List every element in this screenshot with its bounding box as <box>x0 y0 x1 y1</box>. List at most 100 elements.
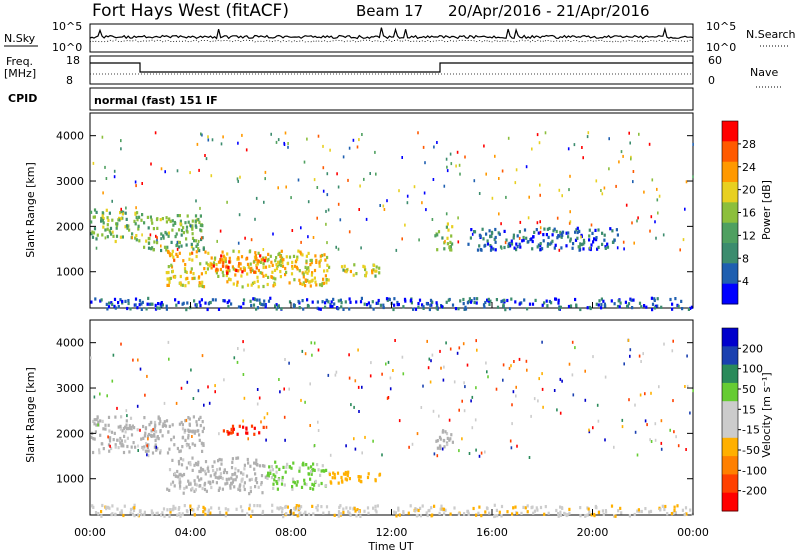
scatter-cell <box>633 512 636 517</box>
scatter-cell <box>187 429 190 433</box>
scatter-cell <box>153 420 157 425</box>
scatter-cell <box>409 504 412 508</box>
scatter-cell <box>594 228 597 232</box>
scatter-cell <box>344 269 347 273</box>
scatter-cell <box>259 464 262 468</box>
scatter-cell <box>518 302 521 306</box>
scatter-cell <box>211 480 215 484</box>
scatter-cell <box>515 248 518 252</box>
scatter-cell <box>190 488 193 492</box>
scatter-cell <box>438 511 441 515</box>
scatter-cell <box>225 481 229 485</box>
scatter-cell <box>236 283 239 287</box>
scatter-cell <box>134 236 137 240</box>
sparse-echo <box>478 454 481 458</box>
scatter-cell <box>108 301 111 305</box>
scatter-cell <box>120 439 123 443</box>
scatter-cell <box>172 435 175 439</box>
sparse-echo <box>345 444 347 448</box>
sparse-echo <box>361 451 363 455</box>
scatter-cell <box>187 281 190 285</box>
sparse-echo <box>167 340 170 344</box>
scatter-cell <box>340 479 344 483</box>
scatter-cell <box>203 483 206 487</box>
sparse-echo <box>662 233 665 237</box>
sparse-echo <box>216 239 218 243</box>
scatter-cell <box>342 510 345 514</box>
scatter-cell <box>188 446 191 450</box>
scatter-cell <box>302 272 305 276</box>
x-tick-label: 08:00 <box>275 526 307 539</box>
scatter-cell <box>125 426 128 431</box>
sparse-echo <box>339 218 342 222</box>
scatter-cell <box>201 224 204 228</box>
sparse-echo <box>360 246 362 250</box>
sparse-echo <box>636 219 638 223</box>
scatter-cell <box>227 431 230 435</box>
sparse-echo <box>125 409 128 413</box>
sparse-echo <box>300 240 302 244</box>
scatter-cell <box>628 514 631 518</box>
scatter-cell <box>462 302 465 306</box>
scatter-cell <box>205 261 208 265</box>
scatter-cell <box>190 507 194 512</box>
scatter-cell <box>372 307 375 311</box>
scatter-cell <box>292 254 296 258</box>
scatter-cell <box>176 446 179 451</box>
sparse-echo <box>155 445 158 449</box>
scatter-cell <box>571 246 574 250</box>
scatter-cell <box>218 510 222 514</box>
sparse-echo <box>317 429 320 432</box>
freq-unit: [MHz] <box>4 67 36 80</box>
scatter-cell <box>349 506 352 510</box>
scatter-cell <box>191 456 194 460</box>
sparse-echo <box>673 430 675 434</box>
scatter-cell <box>161 424 164 428</box>
scatter-cell <box>232 249 235 253</box>
scatter-cell <box>294 506 297 510</box>
sparse-echo <box>568 362 571 366</box>
scatter-cell <box>250 303 253 308</box>
scatter-cell <box>93 227 97 231</box>
scatter-cell <box>375 265 378 269</box>
scatter-cell <box>297 504 301 508</box>
sparse-echo <box>633 241 635 245</box>
sparse-echo <box>686 384 689 388</box>
scatter-cell <box>188 417 191 421</box>
scatter-cell <box>554 243 557 247</box>
sparse-echo <box>558 248 561 252</box>
scatter-cell <box>198 220 201 224</box>
scatter-cell <box>237 469 240 473</box>
scatter-cell <box>176 214 179 218</box>
scatter-cell <box>475 301 478 305</box>
scatter-cell <box>107 415 111 419</box>
sparse-echo <box>505 195 507 199</box>
scatter-cell <box>281 478 284 482</box>
scatter-cell <box>217 260 221 264</box>
scatter-cell <box>264 256 267 260</box>
scatter-cell <box>602 299 605 303</box>
scatter-cell <box>245 257 248 261</box>
scatter-cell <box>421 303 424 307</box>
scatter-cell <box>237 264 240 268</box>
scatter-cell <box>191 258 194 262</box>
sparse-echo <box>107 435 109 439</box>
scatter-cell <box>188 257 191 261</box>
sparse-echo <box>675 435 677 439</box>
sparse-echo <box>176 247 179 251</box>
scatter-cell <box>132 508 136 512</box>
scatter-cell <box>160 248 163 253</box>
sparse-echo <box>285 185 287 189</box>
scatter-cell <box>114 445 117 449</box>
scatter-cell <box>186 276 189 280</box>
scatter-cell <box>183 504 186 508</box>
scatter-cell <box>323 269 326 273</box>
scatter-cell <box>123 504 126 508</box>
scatter-cell <box>142 447 145 451</box>
sparse-echo <box>149 233 152 237</box>
sparse-echo <box>571 373 574 377</box>
sparse-echo <box>458 346 461 350</box>
sparse-echo <box>433 452 436 456</box>
scatter-cell <box>436 439 439 443</box>
